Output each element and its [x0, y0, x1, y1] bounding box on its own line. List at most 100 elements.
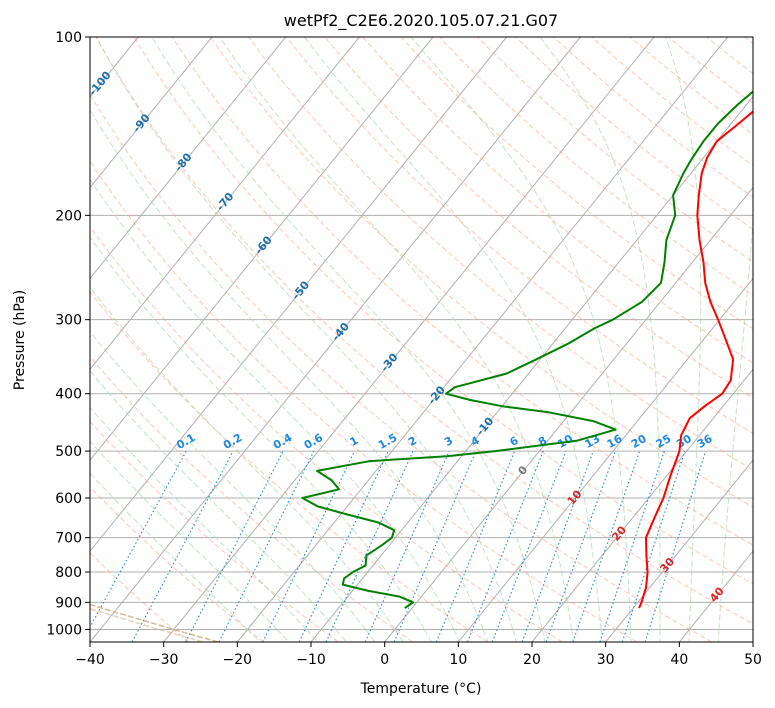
moist-adiabat — [718, 213, 753, 630]
y-tick-label: 500 — [55, 444, 82, 460]
isotherm-line — [163, 37, 655, 642]
dry-adiabat — [248, 37, 753, 471]
isotherm-line — [457, 277, 753, 642]
moist-adiabat — [410, 37, 632, 630]
y-tick-label: 900 — [55, 595, 82, 611]
y-tick-label: 100 — [55, 30, 82, 46]
moist-adiabat — [717, 629, 720, 642]
isotherm-line — [90, 37, 213, 189]
moist-adiabat — [630, 629, 632, 642]
dry-adiabat — [209, 37, 753, 508]
y-tick-label: 700 — [55, 531, 82, 547]
moist-adiabat — [303, 37, 602, 630]
moist-adiabat — [335, 629, 347, 642]
moist-adiabat — [90, 406, 307, 630]
mixing-ratio-line — [325, 450, 414, 642]
moist-adiabat — [394, 629, 404, 642]
y-axis-ticks: 100 200 300 400 500 600 700 800 900 1000 — [46, 30, 90, 638]
y-tick-label: 800 — [55, 565, 82, 581]
y-axis-label: Pressure (hPa) — [12, 290, 28, 390]
isotherm-line — [90, 37, 581, 642]
x-tick-label: −40 — [75, 652, 105, 668]
mixing-ratio-line — [572, 450, 641, 642]
moist-adiabat — [365, 629, 376, 642]
isotherm-line — [90, 37, 287, 280]
dry-adiabat — [90, 420, 339, 642]
dry-adiabat — [324, 37, 753, 399]
moist-adiabat — [664, 37, 702, 630]
x-tick-label: 0 — [380, 652, 389, 668]
moist-adiabat — [90, 440, 278, 630]
dry-adiabat — [438, 37, 753, 296]
dry-adiabat — [362, 37, 753, 364]
isotherm-line — [90, 37, 434, 462]
mixing-ratio-line — [90, 450, 187, 629]
x-axis-label: Temperature (°C) — [360, 681, 482, 697]
moist-adiabat — [90, 370, 337, 630]
isotherm-line — [531, 368, 753, 642]
x-tick-label: 20 — [523, 652, 541, 668]
y-tick-label: 600 — [55, 491, 82, 507]
moist-adiabat — [482, 629, 489, 642]
dewpoint-profile-line — [301, 90, 753, 609]
x-tick-label: −10 — [296, 652, 326, 668]
moist-adiabat — [90, 472, 248, 630]
isotherm-line — [236, 37, 729, 642]
isotherm-line — [384, 186, 753, 642]
y-tick-label: 300 — [55, 313, 82, 329]
dry-adiabat — [90, 93, 712, 642]
dry-adiabat — [90, 355, 414, 642]
x-axis-ticks: −40 −30 −20 −10 0 10 20 30 40 50 — [75, 642, 762, 668]
isotherm-line — [90, 37, 508, 552]
isotherm-line — [605, 459, 753, 642]
mixing-ratio-line — [364, 450, 450, 642]
moist-adiabat — [95, 37, 514, 630]
mixing-ratio-line — [545, 450, 616, 642]
moist-adiabat — [219, 37, 573, 630]
x-tick-label: 10 — [449, 652, 467, 668]
dry-adiabat — [90, 160, 638, 642]
mixing-ratio-line — [621, 450, 686, 642]
y-tick-label: 400 — [55, 387, 82, 403]
moist-adiabat — [539, 37, 661, 630]
moist-adiabat — [423, 629, 432, 642]
dry-adiabat — [95, 37, 753, 625]
moist-adiabat — [276, 629, 290, 642]
moist-adiabat — [90, 109, 484, 630]
mixing-ratio-line — [644, 450, 707, 642]
x-tick-label: −30 — [149, 652, 179, 668]
isotherm-line — [90, 37, 360, 371]
moist-adiabat — [247, 629, 261, 642]
moist-adiabat — [600, 629, 603, 642]
moist-adiabat — [90, 178, 455, 630]
mixing-ratio-line — [599, 450, 665, 642]
dry-adiabat — [90, 225, 563, 642]
moist-adiabat — [306, 629, 319, 642]
moist-adiabat — [541, 629, 546, 642]
x-tick-label: 40 — [670, 652, 688, 668]
mixing-ratio-line — [393, 450, 477, 642]
moist-adiabat — [90, 236, 425, 630]
moist-adiabat — [151, 37, 543, 630]
moist-adiabat — [453, 629, 461, 642]
moist-adiabat — [512, 629, 517, 642]
dry-adiabat — [90, 290, 488, 642]
mixing-ratio-line — [262, 450, 356, 642]
moist-adiabat — [571, 629, 575, 642]
moist-adiabat — [90, 330, 366, 630]
background-lines: 0.1 0.2 0.4 0.6 1 1.5 2 3 4 6 8 10 13 16 20 25 30 36 — [90, 37, 753, 642]
mixing-ratio-line — [298, 450, 389, 642]
y-tick-label: 200 — [55, 208, 82, 224]
plot-frame — [89, 36, 754, 643]
chart-title: wetPf2_C2E6.2020.105.07.21.G07 — [284, 11, 558, 31]
x-tick-label: 30 — [597, 652, 615, 668]
dry-adiabat — [90, 552, 190, 642]
dry-adiabat — [133, 37, 753, 585]
temperature-profile-line — [638, 110, 753, 609]
x-tick-label: −20 — [223, 652, 253, 668]
profiles — [301, 90, 753, 609]
y-tick-label: 1000 — [46, 622, 82, 638]
x-tick-label: 50 — [744, 652, 762, 668]
